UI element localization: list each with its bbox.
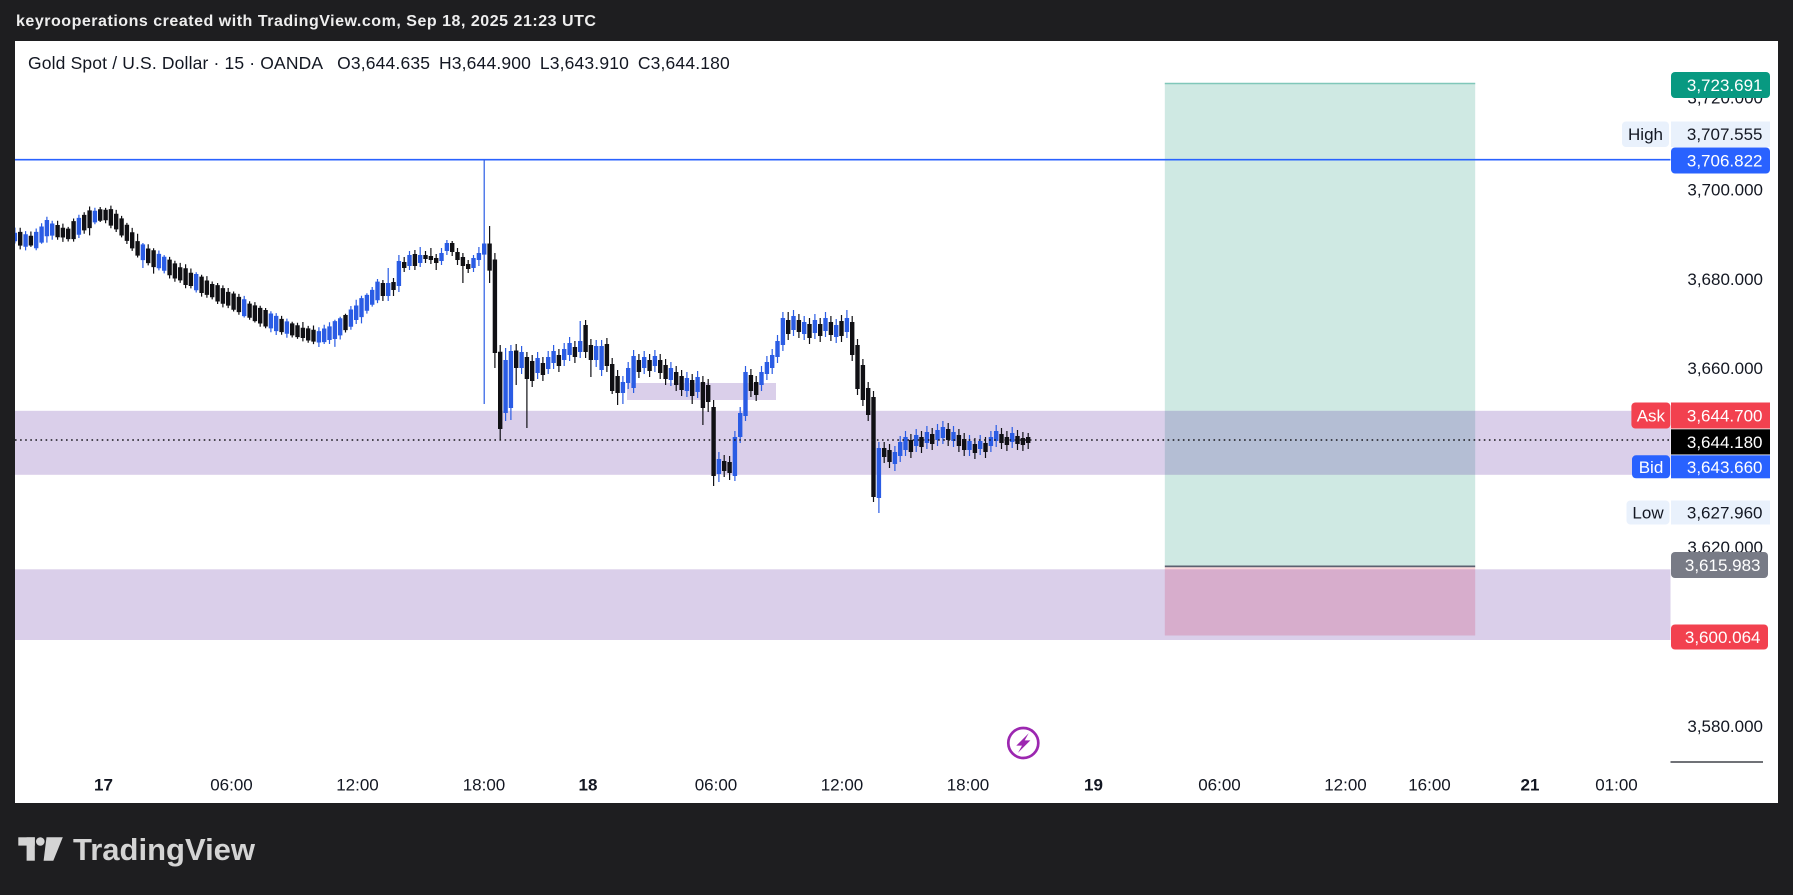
svg-text:3,627.960: 3,627.960 — [1687, 504, 1763, 523]
svg-text:Bid: Bid — [1639, 458, 1664, 477]
svg-text:12:00: 12:00 — [336, 776, 379, 795]
svg-text:3,643.660: 3,643.660 — [1687, 458, 1763, 477]
svg-text:3,600.064: 3,600.064 — [1685, 628, 1761, 647]
svg-text:19: 19 — [1084, 776, 1103, 795]
svg-text:18:00: 18:00 — [463, 776, 506, 795]
svg-text:12:00: 12:00 — [821, 776, 864, 795]
svg-text:06:00: 06:00 — [1198, 776, 1241, 795]
svg-text:01:00: 01:00 — [1595, 776, 1638, 795]
svg-text:3,660.000: 3,660.000 — [1687, 359, 1763, 378]
svg-text:21: 21 — [1521, 776, 1540, 795]
svg-text:06:00: 06:00 — [695, 776, 738, 795]
svg-text:Low: Low — [1632, 504, 1664, 523]
svg-text:16:00: 16:00 — [1408, 776, 1451, 795]
svg-text:3,644.180: 3,644.180 — [1687, 433, 1763, 452]
svg-text:High: High — [1628, 125, 1663, 144]
svg-text:3,707.555: 3,707.555 — [1687, 125, 1763, 144]
svg-text:18: 18 — [579, 776, 598, 795]
svg-text:3,644.700: 3,644.700 — [1687, 407, 1763, 426]
svg-text:17: 17 — [94, 776, 113, 795]
svg-text:3,700.000: 3,700.000 — [1687, 181, 1763, 200]
svg-text:06:00: 06:00 — [210, 776, 253, 795]
svg-text:12:00: 12:00 — [1324, 776, 1367, 795]
svg-text:Ask: Ask — [1637, 407, 1666, 426]
svg-text:3,706.822: 3,706.822 — [1687, 152, 1763, 171]
svg-text:3,680.000: 3,680.000 — [1687, 270, 1763, 289]
svg-text:18:00: 18:00 — [947, 776, 990, 795]
svg-text:3,615.983: 3,615.983 — [1685, 556, 1761, 575]
svg-text:3,580.000: 3,580.000 — [1687, 717, 1763, 736]
svg-text:3,723.691: 3,723.691 — [1687, 76, 1763, 95]
